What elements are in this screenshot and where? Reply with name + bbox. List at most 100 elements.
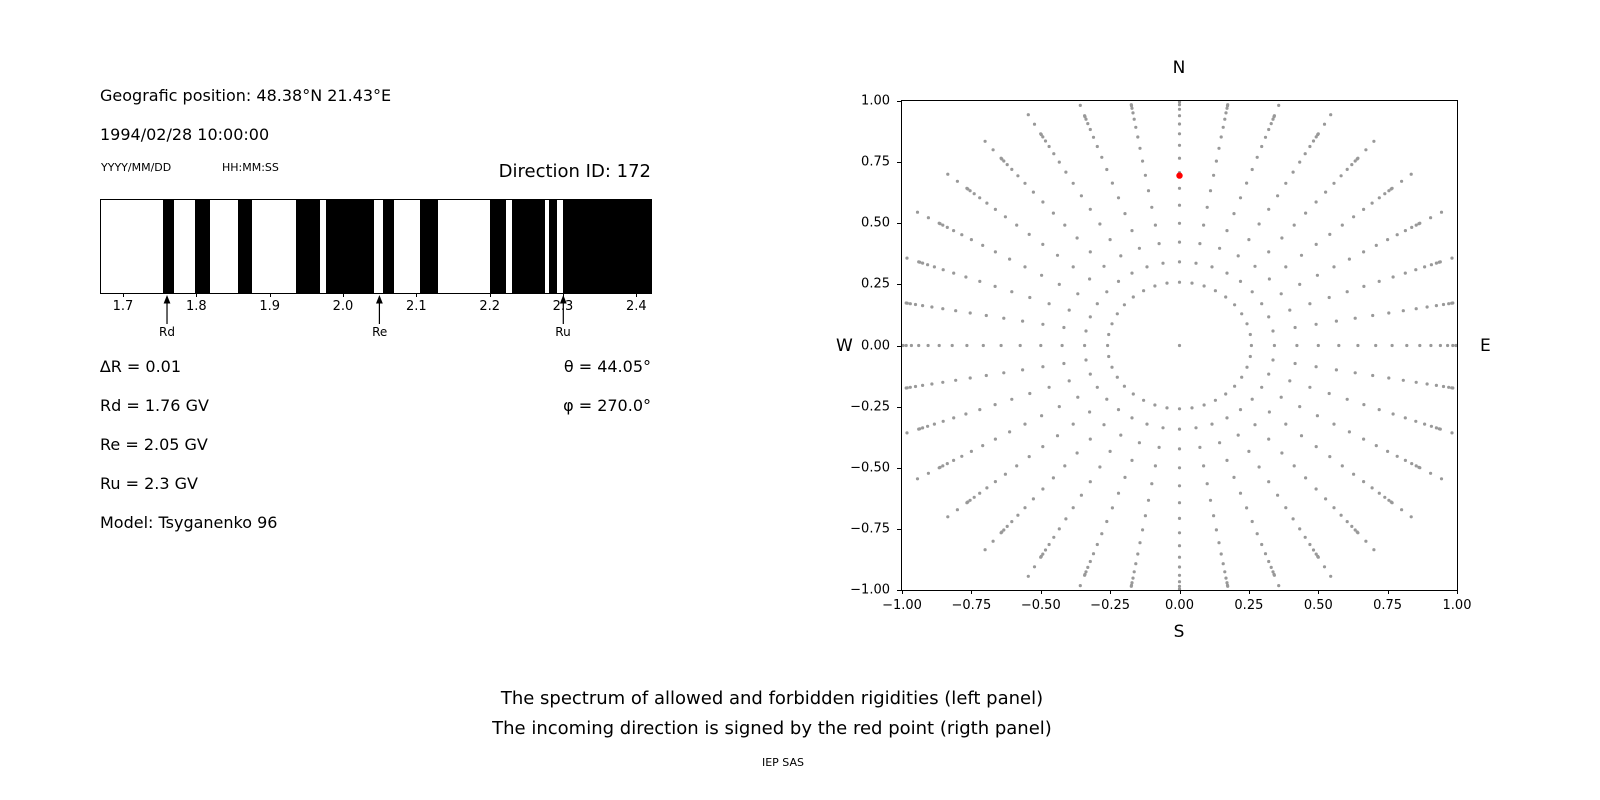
direction-grid-dot — [1291, 170, 1295, 174]
direction-grid-dot — [1391, 275, 1395, 279]
direction-grid-dot — [1023, 265, 1027, 269]
direction-grid-dot — [1141, 528, 1145, 532]
direction-grid-dot — [1076, 292, 1080, 296]
direction-grid-dot — [1377, 279, 1381, 283]
direction-grid-dot — [1051, 476, 1055, 480]
direction-grid-dot — [1039, 132, 1043, 136]
direction-grid-dot — [1374, 444, 1378, 448]
compass-north-label: N — [1172, 58, 1186, 78]
direction-grid-dot — [1153, 403, 1157, 407]
direction-grid-dot — [1039, 555, 1043, 559]
direction-grid-dot — [1423, 422, 1427, 426]
rigidity-tick-label: 1.8 — [185, 299, 207, 314]
direction-grid-dot — [1177, 407, 1182, 411]
time-format-hint: HH:MM:SS — [222, 161, 279, 174]
direction-grid-dot — [1291, 517, 1295, 521]
direction-grid-dot — [1003, 215, 1007, 219]
direction-grid-dot — [1076, 395, 1080, 399]
rigidity-tick-mark — [563, 293, 564, 297]
direction-grid-dot — [1451, 343, 1455, 348]
direction-grid-dot — [1257, 465, 1261, 469]
cutoff-marker-label: Ru — [555, 325, 571, 339]
rigidity-tick-label: 2.4 — [625, 299, 647, 314]
caption-line-1: The spectrum of allowed and forbidden ri… — [500, 688, 1044, 709]
direction-grid-dot — [1177, 427, 1182, 431]
direction-grid-dot — [1255, 532, 1259, 536]
direction-grid-dot — [1177, 114, 1182, 118]
direction-grid-dot — [1102, 264, 1106, 268]
direction-grid-dot — [1236, 254, 1240, 258]
direction-grid-dot — [937, 221, 941, 225]
direction-grid-dot — [1314, 322, 1318, 326]
direction-scatter — [902, 101, 1457, 590]
direction-grid-dot — [1063, 464, 1067, 468]
direction-grid-dot — [1177, 240, 1182, 244]
direction-grid-dot — [985, 486, 989, 490]
direction-grid-dot — [1225, 458, 1229, 462]
direction-grid-dot — [1314, 200, 1318, 204]
direction-grid-dot — [1425, 382, 1429, 386]
direction-grid-dot — [1267, 410, 1271, 414]
direction-grid-dot — [1161, 261, 1165, 265]
direction-grid-dot — [1414, 419, 1418, 423]
direction-grid-dot — [1027, 232, 1031, 236]
rigidity-tick-label: 2.2 — [479, 299, 501, 314]
direction-grid-dot — [981, 243, 985, 247]
direction-grid-dot — [1010, 290, 1014, 294]
direction-grid-dot — [1060, 343, 1064, 348]
direction-grid-dot — [1272, 114, 1276, 118]
direction-grid-dot — [1429, 471, 1433, 475]
direction-grid-dot — [926, 471, 930, 475]
compass-west-label: W — [836, 336, 853, 356]
direction-grid-dot — [1248, 354, 1252, 359]
direction-grid-dot — [1132, 117, 1136, 121]
direction-grid-dot — [1377, 491, 1381, 495]
direction-grid-dot — [1177, 573, 1182, 577]
direction-grid-dot — [1271, 358, 1275, 362]
direction-grid-dot — [1223, 117, 1227, 121]
direction-grid-dot — [1153, 223, 1157, 227]
direction-grid-dot — [926, 424, 930, 428]
x-tick-label: −1.00 — [882, 598, 922, 613]
direction-grid-dot — [1063, 223, 1067, 227]
up-arrow-icon — [559, 295, 567, 324]
direction-grid-dot — [1131, 392, 1135, 396]
direction-grid-dot — [941, 419, 945, 423]
direction-grid-dot — [1386, 238, 1390, 242]
y-tick-mark — [897, 223, 901, 225]
direction-grid-dot — [1372, 139, 1376, 143]
y-tick-mark — [897, 590, 901, 591]
incoming-direction-point — [1176, 172, 1183, 179]
direction-grid-dot — [1329, 574, 1333, 578]
direction-grid-dot — [941, 307, 945, 311]
direction-grid-dot — [1439, 210, 1444, 214]
direction-grid-dot — [1177, 484, 1182, 488]
direction-grid-dot — [1146, 189, 1151, 193]
direction-grid-dot — [1008, 430, 1012, 434]
direction-grid-dot — [1165, 406, 1169, 410]
direction-grid-dot — [1146, 498, 1151, 502]
direction-grid-dot — [1401, 309, 1405, 313]
direction-grid-dot — [1356, 156, 1360, 160]
direction-grid-dot — [1130, 458, 1134, 462]
direction-grid-dot — [1041, 242, 1045, 246]
direction-grid-dot — [945, 225, 949, 229]
y-tick-mark — [897, 345, 901, 347]
direction-grid-dot — [1298, 405, 1302, 409]
direction-grid-dot — [1008, 257, 1012, 261]
direction-grid-dot — [1041, 135, 1045, 139]
x-tick-label: 0.00 — [1165, 598, 1194, 613]
direction-grid-dot — [1002, 371, 1006, 375]
rigidity-tick-mark — [196, 293, 198, 297]
direction-grid-dot — [926, 216, 930, 220]
allowed-rigidity-band — [420, 200, 439, 293]
direction-grid-dot — [1202, 223, 1206, 227]
direction-grid-dot — [978, 196, 982, 200]
direction-grid-dot — [1447, 385, 1451, 389]
direction-grid-dot — [1327, 295, 1331, 300]
direction-grid-dot — [1316, 555, 1320, 559]
direction-grid-dot — [1214, 159, 1218, 163]
direction-grid-dot — [1383, 192, 1387, 196]
direction-grid-dot — [1088, 410, 1092, 414]
direction-grid-dot — [1345, 290, 1349, 294]
